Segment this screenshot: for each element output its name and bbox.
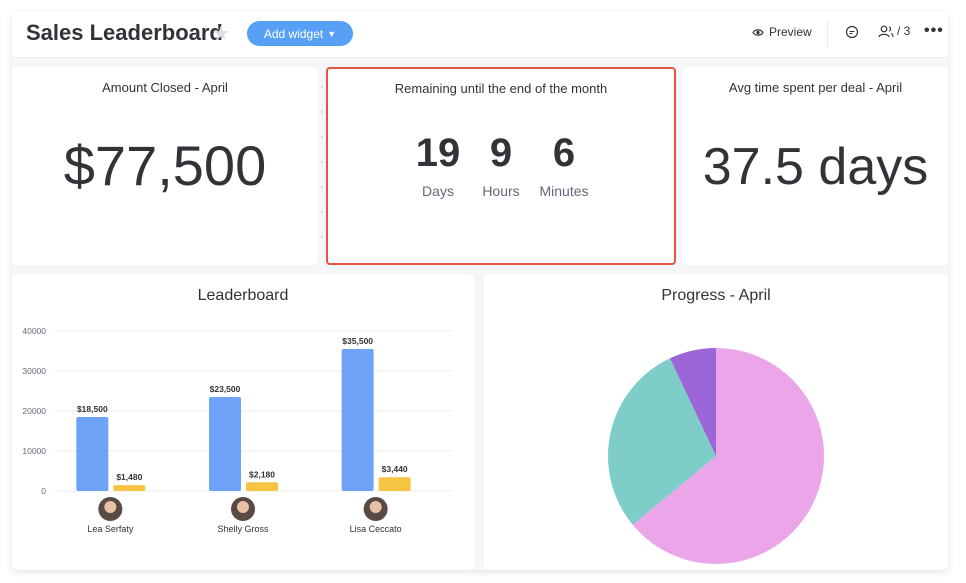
- y-tick-label: 10000: [22, 446, 46, 456]
- add-widget-button[interactable]: Add widget ▼: [247, 21, 353, 46]
- bar-value-label: $2,180: [249, 469, 275, 479]
- leaderboard-widget[interactable]: Leaderboard 0 10000 20000 30000 40000 $18,500…: [12, 274, 474, 570]
- widget-title: Leaderboard: [197, 287, 289, 304]
- countdown-days-label: Days: [422, 183, 454, 199]
- progress-pie-chart: [608, 348, 824, 564]
- bar: [76, 417, 109, 491]
- more-options-icon[interactable]: •••: [924, 22, 944, 39]
- avatar-face: [369, 501, 382, 513]
- countdown-minutes: 6 Minutes: [533, 131, 596, 199]
- avatar-face: [237, 501, 249, 513]
- dashboard-board: Sales Leaderboard ★ Add widget ▼ Preview…: [12, 12, 948, 570]
- countdown-hours: 9 Hours: [470, 131, 533, 199]
- category-label: Lisa Ceccato: [350, 524, 402, 534]
- y-tick-label: 0: [41, 486, 46, 496]
- board-header: Sales Leaderboard ★ Add widget ▼ Preview…: [12, 12, 948, 58]
- bar-value-label: $18,500: [77, 404, 108, 414]
- countdown-days-value: 19: [415, 131, 461, 175]
- add-widget-label: Add widget: [263, 26, 324, 41]
- countdown-days: 19 Days: [407, 131, 470, 199]
- eye-icon: [752, 28, 764, 36]
- pie-slice: [670, 348, 716, 456]
- preview-button[interactable]: Preview: [752, 25, 812, 39]
- countdown-values: 19 Days 9 Hours 6 Minutes: [328, 131, 674, 199]
- bar: [113, 485, 146, 491]
- bar: [378, 477, 411, 491]
- widget-title: Avg time spent per deal - April: [728, 80, 903, 95]
- y-tick-label: 30000: [22, 366, 46, 376]
- chevron-down-icon: ▼: [327, 28, 337, 39]
- countdown-widget[interactable]: Remaining until the end of the month 19 …: [326, 67, 676, 265]
- preview-label: Preview: [769, 25, 812, 39]
- avg-time-widget[interactable]: Avg time spent per deal - April 37.5 day…: [683, 67, 948, 265]
- chat-icon[interactable]: [845, 25, 859, 39]
- category-label: Lea Serfaty: [87, 524, 134, 534]
- star-icon[interactable]: ★: [212, 23, 230, 45]
- bar: [341, 349, 374, 491]
- leaderboard-chart: 0 10000 20000 30000 40000 $18,500 $1,480 Lea Se…: [22, 326, 452, 534]
- amount-closed-value: $77,500: [63, 134, 267, 197]
- widget-title: Amount Closed - April: [102, 80, 228, 95]
- widget-title: Remaining until the end of the month: [394, 81, 608, 96]
- countdown-hours-label: Hours: [482, 183, 520, 199]
- bar-value-label: $3,440: [382, 464, 408, 474]
- bar: [246, 482, 278, 491]
- bar-value-label: $23,500: [210, 384, 241, 394]
- people-icon: [878, 25, 894, 37]
- members-button[interactable]: / 3: [878, 24, 910, 38]
- bar-value-label: $35,500: [342, 336, 373, 346]
- pie-slice: [608, 358, 716, 525]
- bar: [209, 397, 241, 491]
- board-title[interactable]: Sales Leaderboard: [26, 20, 223, 45]
- category-label: Shelly Gross: [217, 524, 269, 534]
- avatar-face: [104, 501, 117, 513]
- members-count: / 3: [897, 24, 911, 38]
- y-tick-label: 20000: [22, 406, 46, 416]
- pie-slice: [632, 348, 824, 564]
- bar-value-label: $1,480: [116, 472, 142, 482]
- y-tick-label: 40000: [22, 326, 46, 336]
- header-divider: [827, 20, 828, 48]
- avg-time-value: 37.5 days: [702, 138, 929, 196]
- widget-resize-handle[interactable]: [318, 67, 326, 265]
- countdown-hours-value: 9: [489, 131, 513, 175]
- countdown-minutes-value: 6: [552, 131, 576, 175]
- progress-widget[interactable]: Progress - April: [484, 274, 948, 570]
- countdown-minutes-label: Minutes: [539, 183, 589, 199]
- amount-closed-widget[interactable]: Amount Closed - April $77,500: [12, 67, 318, 265]
- widget-title: Progress - April: [661, 287, 771, 304]
